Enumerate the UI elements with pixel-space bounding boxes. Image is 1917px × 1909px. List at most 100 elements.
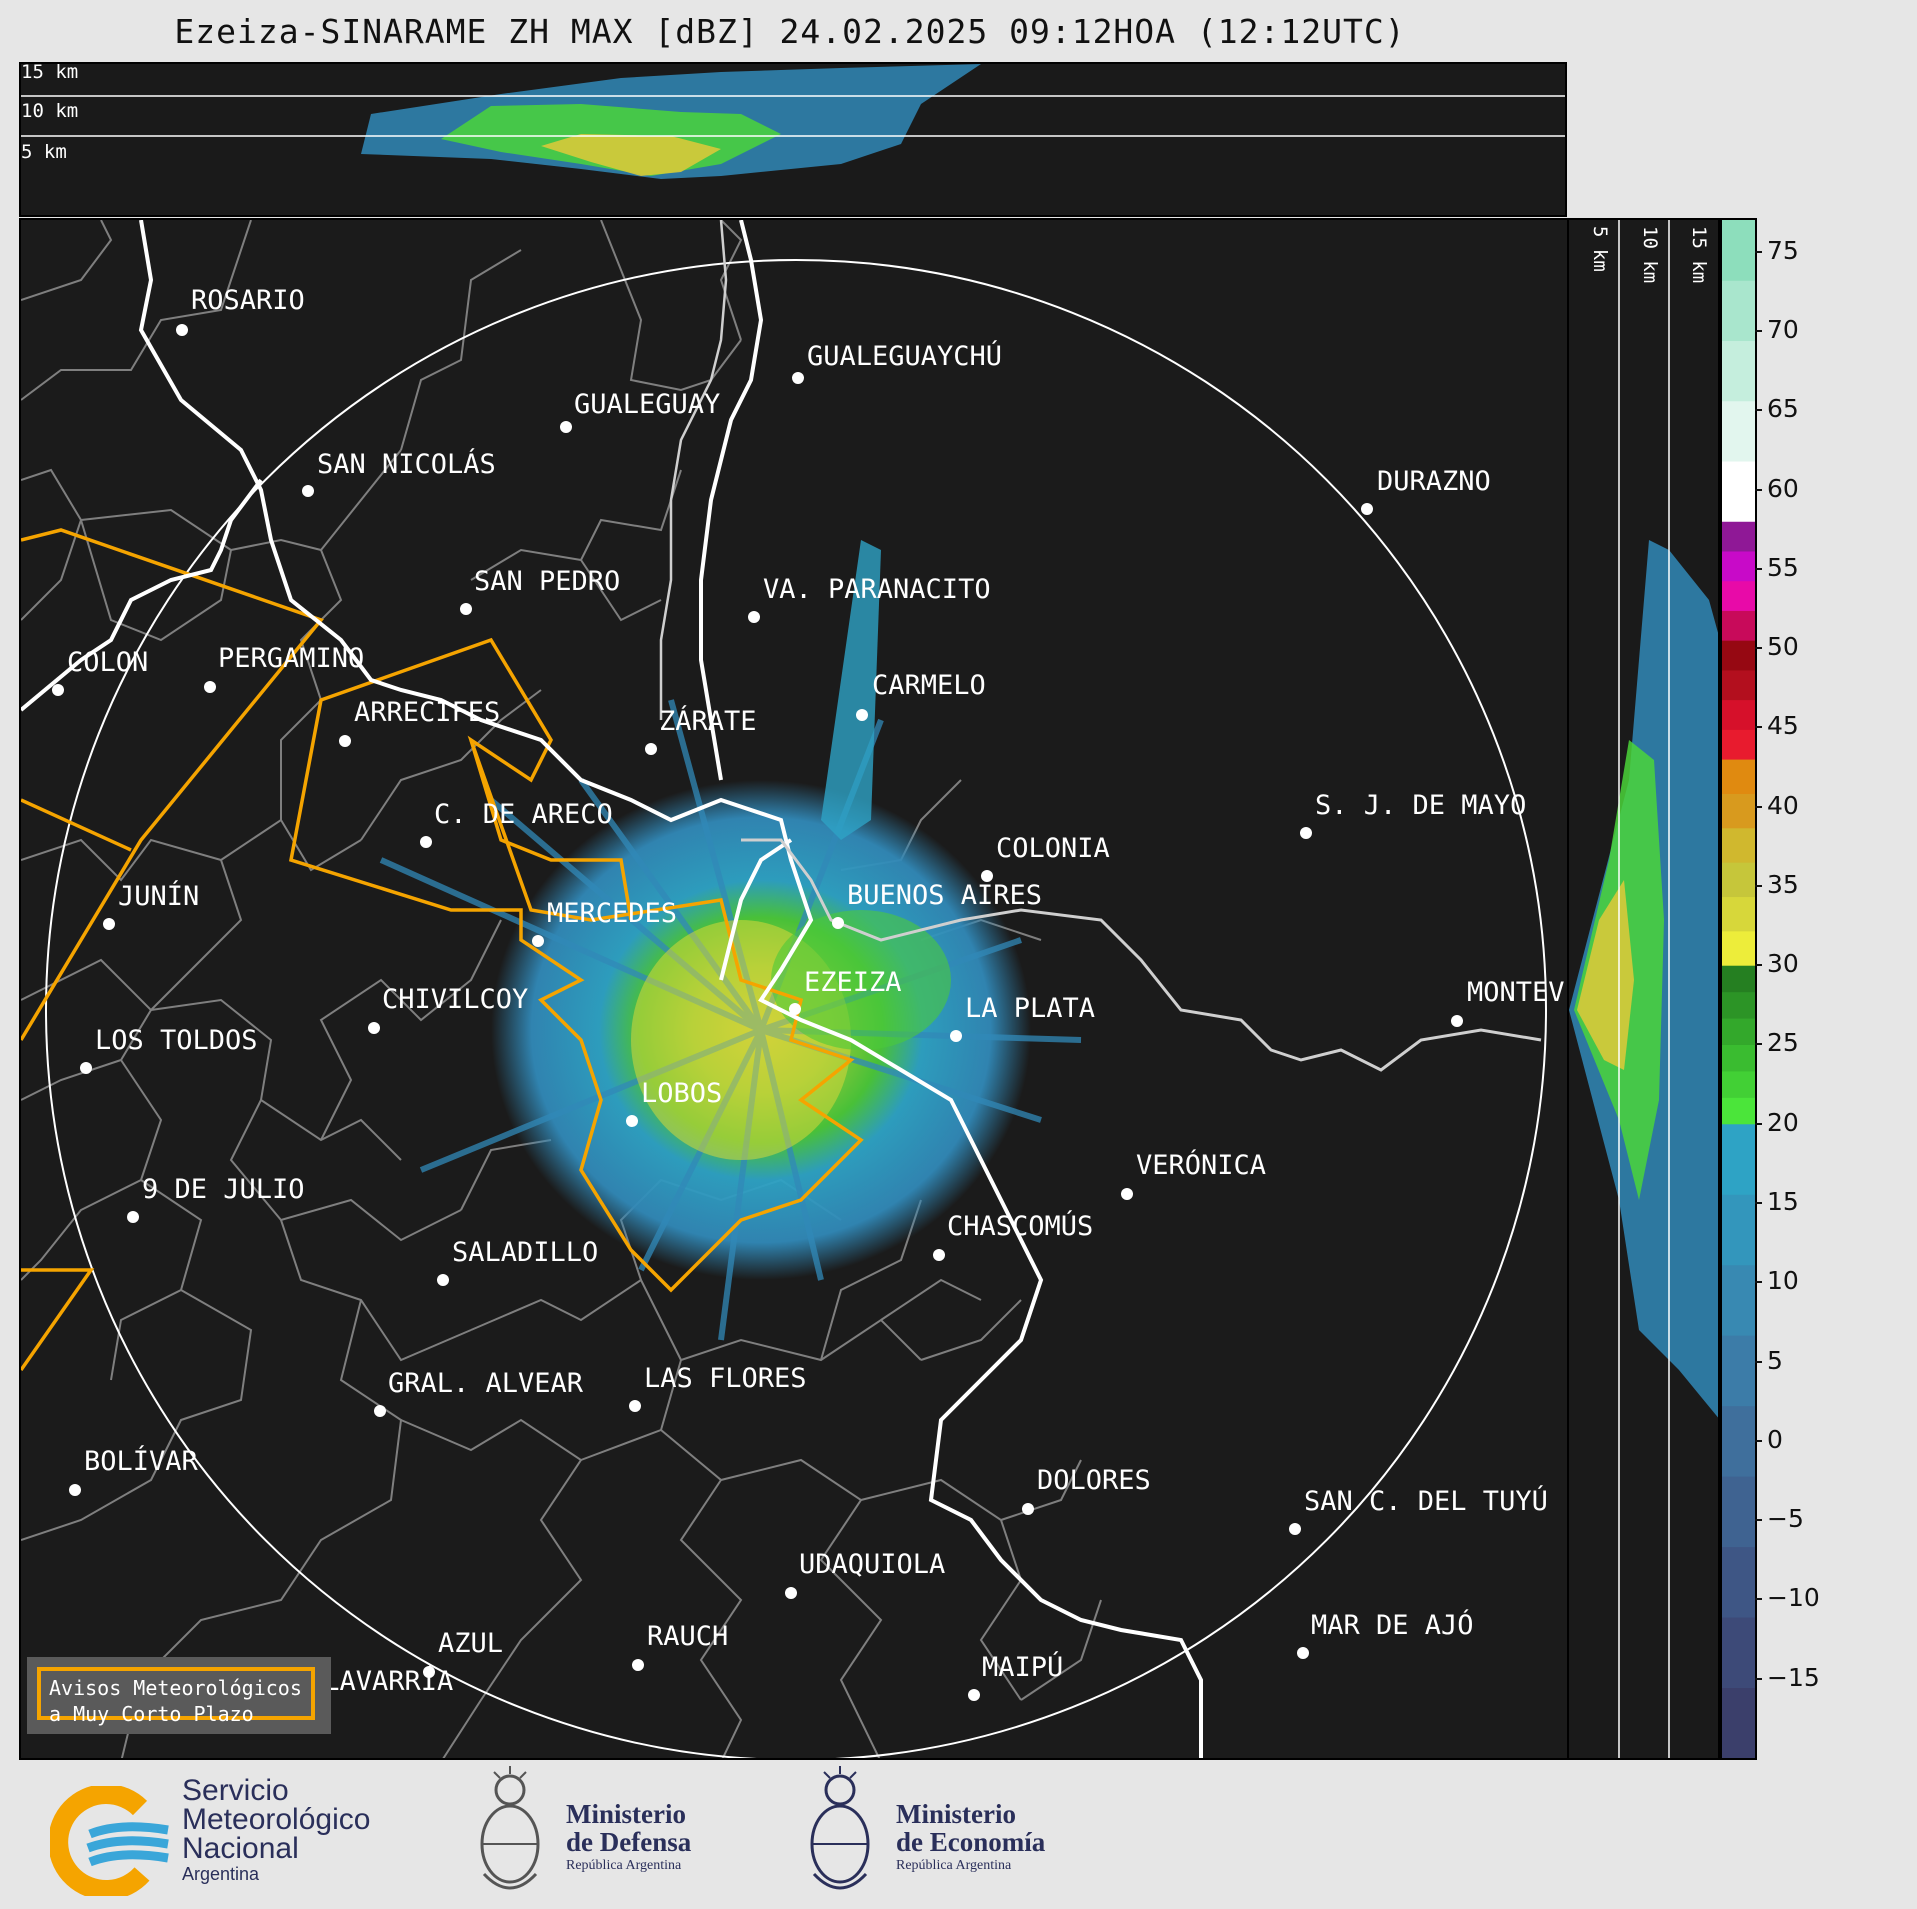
city-marker — [437, 1274, 449, 1286]
city-label: JUNÍN — [118, 880, 199, 912]
colorbar-band — [1722, 1194, 1755, 1266]
top-height-label-10: 10 km — [21, 100, 78, 122]
city-marker — [460, 603, 472, 615]
side-height-label-10: 10 km — [1639, 226, 1661, 283]
uruguay-river — [659, 220, 728, 720]
city-label: MONTEV — [1467, 977, 1565, 1008]
radar-range-ring — [45, 259, 1547, 1758]
colorbar-band — [1722, 610, 1755, 641]
colorbar-band — [1722, 1687, 1755, 1759]
city-label: SAN NICOLÁS — [317, 448, 496, 480]
city-marker — [785, 1587, 797, 1599]
colorbar-band — [1722, 729, 1755, 760]
city-label: SAN C. DEL TUYÚ — [1304, 1485, 1548, 1517]
radar-map-svg: ROSARIO GUALEGUAYCHÚ GUALEGUAY SAN NICOL… — [21, 220, 1565, 1758]
smn-name-line-1: Servicio — [182, 1774, 289, 1807]
city-marker — [632, 1659, 644, 1671]
colorbar-band — [1722, 1335, 1755, 1407]
colorbar-tick-label: 35 — [1767, 869, 1799, 899]
city-marker — [792, 372, 804, 384]
economia-line-3: República Argentina — [896, 1858, 1012, 1873]
city-marker — [1451, 1015, 1463, 1027]
colorbar-tick-label: 20 — [1767, 1107, 1799, 1137]
colorbar-tick-label: −5 — [1767, 1504, 1804, 1534]
city-label: DURAZNO — [1377, 466, 1491, 497]
colorbar-tick-label: 10 — [1767, 1266, 1799, 1296]
city-marker — [69, 1484, 81, 1496]
city-label: COLONIA — [996, 833, 1110, 864]
colorbar-tick — [1755, 1202, 1762, 1205]
city-label: GUALEGUAY — [574, 389, 720, 420]
smn-name-line-3: Nacional — [182, 1832, 299, 1865]
economia-line-1: Ministerio — [896, 1799, 1016, 1829]
colorbar-tick-label: 45 — [1767, 711, 1799, 741]
city-label: AZUL — [438, 1628, 503, 1659]
city-label: SAN PEDRO — [474, 566, 620, 597]
colorbar-band — [1722, 550, 1755, 582]
colorbar-band — [1722, 461, 1755, 522]
warnings-line-2: a Muy Corto Plazo — [49, 1702, 254, 1726]
city-marker — [950, 1030, 962, 1042]
colorbar-band — [1722, 827, 1755, 863]
city-label: MAIPÚ — [982, 1651, 1063, 1683]
city-marker — [789, 1003, 801, 1015]
colorbar-band — [1722, 965, 1755, 993]
economia-emblem-icon — [810, 1766, 870, 1890]
city-marker — [748, 611, 760, 623]
radar-map-panel: ROSARIO GUALEGUAYCHÚ GUALEGUAY SAN NICOL… — [19, 218, 1569, 1760]
colorbar-tick-label: 40 — [1767, 790, 1799, 820]
warning-polygons — [21, 528, 864, 1372]
city-labels: ROSARIO GUALEGUAYCHÚ GUALEGUAY SAN NICOL… — [52, 285, 1565, 1716]
warnings-legend-inner: Avisos Meteorológicos a Muy Corto Plazo — [37, 1667, 315, 1726]
colorbar-tick-label: 5 — [1767, 1345, 1783, 1375]
colorbar-tick — [1755, 1122, 1762, 1125]
city-marker — [1300, 827, 1312, 839]
colorbar-band — [1722, 280, 1755, 342]
city-label: ARRECIFES — [354, 697, 500, 728]
colorbar-tick — [1755, 250, 1762, 253]
city-marker — [933, 1249, 945, 1261]
colorbar-band — [1722, 340, 1755, 402]
colorbar-band — [1722, 896, 1755, 932]
side-height-label-5: 5 km — [1589, 226, 1611, 272]
city-label: RAUCH — [647, 1621, 728, 1652]
colorbar-band — [1722, 1018, 1755, 1045]
city-label: BOLÍVAR — [84, 1445, 199, 1477]
colorbar-tick-label: 60 — [1767, 473, 1799, 503]
colorbar-tick — [1755, 1281, 1762, 1284]
top-height-label-5: 5 km — [21, 141, 67, 163]
city-marker — [645, 743, 657, 755]
city-label: UDAQUIOLA — [799, 1549, 945, 1580]
city-label: ROSARIO — [191, 285, 305, 316]
city-marker — [374, 1405, 386, 1417]
city-marker — [1361, 503, 1373, 515]
warnings-legend-box[interactable]: Avisos Meteorológicos a Muy Corto Plazo — [27, 1657, 331, 1734]
colorbar-tick-label: 70 — [1767, 314, 1799, 344]
city-label: GUALEGUAYCHÚ — [807, 340, 1002, 372]
city-label: SALADILLO — [452, 1237, 598, 1268]
chart-title: Ezeiza-SINARAME ZH MAX [dBZ] 24.02.2025 … — [174, 12, 1406, 51]
city-marker — [423, 1666, 435, 1678]
colorbar-band — [1722, 1546, 1755, 1618]
city-marker — [832, 917, 844, 929]
colorbar-band — [1722, 1123, 1755, 1195]
colorbar-tick — [1755, 567, 1762, 570]
city-marker — [127, 1211, 139, 1223]
colorbar-tick — [1755, 964, 1762, 967]
colorbar-tick — [1755, 1439, 1762, 1442]
colorbar-tick-label: 15 — [1767, 1187, 1799, 1217]
footer: Servicio Meteorológico Nacional Argentin… — [0, 1762, 1917, 1909]
colorbar-band — [1722, 991, 1755, 1019]
city-marker — [532, 935, 544, 947]
colorbar-tick — [1755, 647, 1762, 650]
city-marker — [968, 1689, 980, 1701]
defensa-line-3: República Argentina — [566, 1858, 682, 1873]
colorbar-band — [1722, 1070, 1755, 1098]
city-label: CHASCOMÚS — [947, 1210, 1093, 1242]
colorbar-band — [1722, 1264, 1755, 1336]
side-cross-section-panel: 5 km 10 km 15 km — [1569, 218, 1720, 1760]
city-marker — [629, 1400, 641, 1412]
city-marker — [856, 709, 868, 721]
coastline-and-rivers — [21, 220, 1203, 1758]
colorbar-tick — [1755, 1360, 1762, 1363]
